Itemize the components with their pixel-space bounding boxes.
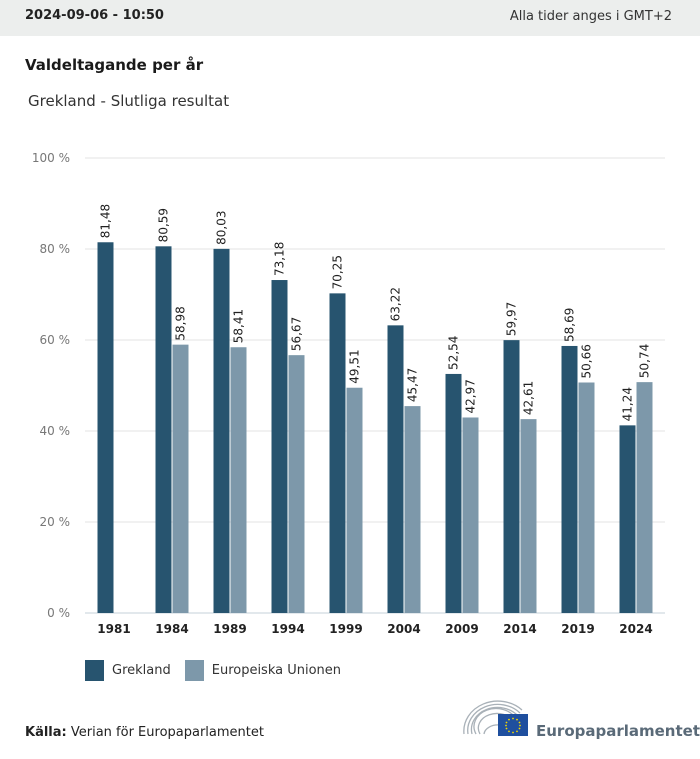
europarl-logo: Europaparlamentet — [460, 700, 700, 740]
data-label: 58,41 — [232, 309, 246, 343]
bar-eu — [172, 344, 189, 613]
x-tick-label: 2004 — [387, 622, 420, 636]
legend-item-grekland: Grekland — [85, 660, 171, 681]
chart-title: Valdeltagande per år — [25, 56, 204, 74]
hemicycle-icon — [463, 700, 528, 736]
y-tick-label: 80 % — [40, 242, 71, 256]
bar-grekland — [387, 325, 404, 613]
bar-grekland — [561, 345, 578, 613]
source-text: Verian för Europaparlamentet — [70, 725, 264, 740]
datetime: 2024-09-06 - 10:50 — [25, 8, 164, 23]
data-label: 41,24 — [621, 387, 635, 421]
data-label: 63,22 — [389, 287, 403, 321]
source-note: Källa: Verian för Europaparlamentet — [25, 725, 264, 740]
legend-label: Grekland — [112, 663, 171, 678]
logo-name: Europaparlamentet — [536, 722, 700, 740]
bar-grekland — [97, 242, 114, 613]
x-tick-label: 2024 — [619, 622, 652, 636]
bar-eu — [520, 419, 537, 613]
bar-eu — [578, 382, 595, 613]
x-tick-label: 2009 — [445, 622, 478, 636]
data-label: 49,51 — [348, 349, 362, 383]
data-label: 50,66 — [580, 344, 594, 378]
x-tick-label: 2019 — [561, 622, 594, 636]
y-tick-label: 40 % — [40, 424, 71, 438]
data-label: 70,25 — [331, 255, 345, 289]
y-tick-label: 60 % — [40, 333, 71, 347]
data-label: 42,97 — [464, 379, 478, 413]
bar-grekland — [213, 248, 230, 613]
legend-item-eu: Europeiska Unionen — [184, 660, 342, 681]
data-label: 80,03 — [215, 211, 229, 245]
bar-grekland — [445, 373, 462, 613]
bar-grekland — [329, 293, 346, 613]
bar-grekland — [503, 340, 520, 613]
x-tick-label: 2014 — [503, 622, 536, 636]
legend: Grekland Europeiska Unionen — [85, 660, 355, 681]
data-label: 42,61 — [522, 381, 536, 415]
legend-label: Europeiska Unionen — [211, 663, 342, 678]
timezone-note: Alla tider anges i GMT+2 — [509, 9, 672, 24]
bar-grekland — [619, 425, 636, 613]
bar-eu — [288, 355, 305, 613]
x-tick-label: 1989 — [213, 622, 246, 636]
y-tick-label: 0 % — [47, 606, 70, 620]
bar-eu — [346, 387, 363, 613]
bar-eu — [636, 382, 653, 613]
data-label: 52,54 — [447, 336, 461, 370]
data-label: 59,97 — [505, 302, 519, 336]
top-bar: 2024-09-06 - 10:50 Alla tider anges i GM… — [0, 0, 700, 36]
x-tick-label: 1981 — [97, 622, 130, 636]
x-tick-label: 1999 — [329, 622, 362, 636]
data-label: 45,47 — [406, 368, 420, 402]
chart-subtitle: Grekland - Slutliga resultat — [28, 92, 230, 110]
legend-swatch-eu — [184, 660, 204, 681]
data-label: 81,48 — [99, 204, 113, 238]
data-label: 80,59 — [157, 208, 171, 242]
data-label: 73,18 — [273, 242, 287, 276]
bar-grekland — [155, 246, 172, 613]
bar-eu — [462, 417, 479, 613]
data-label: 58,69 — [563, 308, 577, 342]
eu-flag-icon — [498, 714, 528, 736]
data-label: 56,67 — [290, 317, 304, 351]
legend-swatch-grekland — [85, 660, 104, 681]
bar-grekland — [271, 280, 288, 613]
x-tick-label: 1984 — [155, 622, 188, 636]
x-tick-label: 1994 — [271, 622, 304, 636]
data-label: 58,98 — [174, 306, 188, 340]
data-label: 50,74 — [638, 344, 652, 378]
y-tick-label: 20 % — [40, 515, 71, 529]
bar-eu — [230, 347, 247, 613]
y-tick-label: 100 % — [32, 151, 70, 165]
bar-eu — [404, 406, 421, 613]
source-label: Källa: — [25, 725, 67, 740]
bar-chart: 0 % 20 % 40 % 60 % 80 % 100 % 1981 81,48 1984 80,… — [32, 151, 665, 636]
